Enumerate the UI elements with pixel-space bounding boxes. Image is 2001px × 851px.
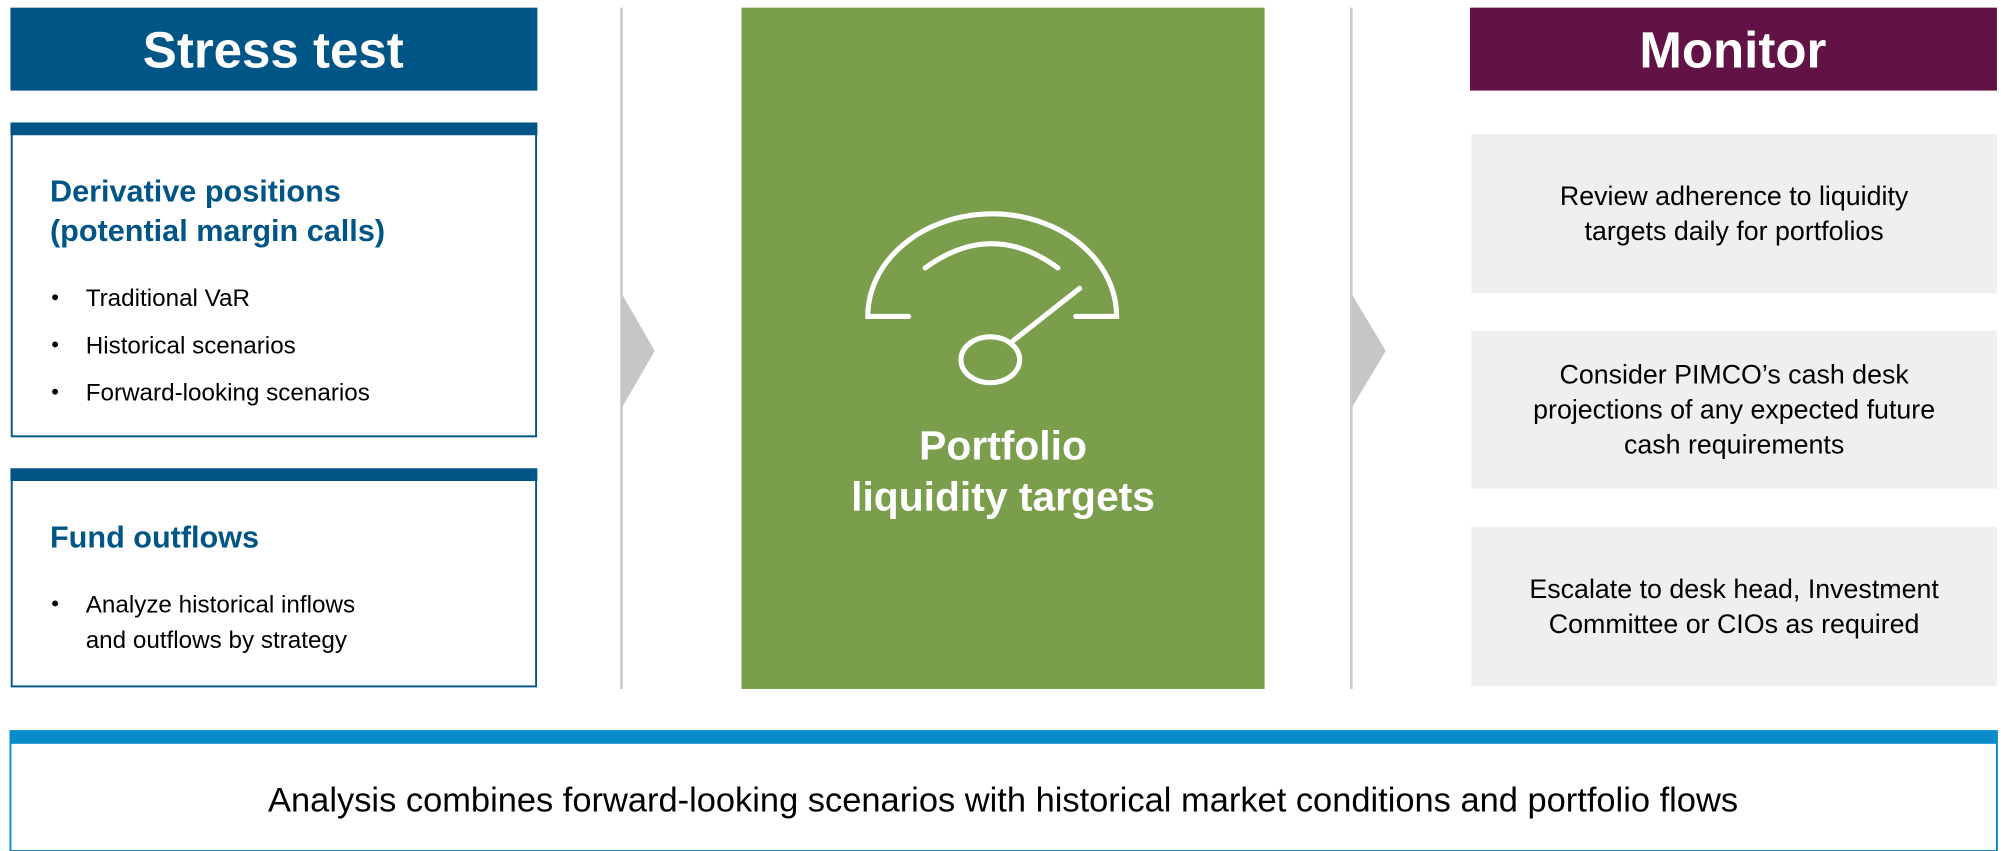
center-label: Portfolio <box>919 422 1087 468</box>
monitor-item-box <box>1471 526 1997 687</box>
bullet-text: Forward-looking scenarios <box>86 380 370 407</box>
monitor-header <box>1470 7 1997 91</box>
bullet-text: Traditional VaR <box>86 285 250 312</box>
monitor-title: Monitor <box>1639 22 1826 79</box>
section-title: Fund outflows <box>50 520 259 554</box>
gauge-icon <box>865 211 1120 386</box>
center-label: liquidity targets <box>851 473 1155 519</box>
monitor-item-text: targets daily for portfolios <box>1585 216 1884 246</box>
monitor-item-text: Escalate to desk head, Investment <box>1529 574 1939 604</box>
bullet-text: Historical scenarios <box>86 332 296 359</box>
stress-header <box>10 7 538 91</box>
stress-title: Stress test <box>143 22 404 79</box>
footer-text: Analysis combines forward-looking scenar… <box>268 781 1738 819</box>
monitor-item-text: Committee or CIOs as required <box>1549 609 1920 639</box>
section-bar <box>10 122 538 136</box>
bullet-dot <box>52 600 59 607</box>
center-box <box>741 7 1265 689</box>
arrow <box>621 293 655 409</box>
monitor-item-box <box>1471 133 1997 294</box>
footer-bar <box>10 731 1997 744</box>
monitor-item-text: Review adherence to liquidity <box>1560 181 1909 211</box>
monitor-item-text: cash requirements <box>1624 430 1844 460</box>
monitor-item-text: Consider PIMCO’s cash desk <box>1559 359 1909 389</box>
bullet-dot <box>52 294 59 301</box>
footer-box <box>9 730 1998 851</box>
section-bar <box>10 468 538 481</box>
section-title: (potential margin calls) <box>50 214 385 248</box>
section-box <box>10 473 538 688</box>
section-box <box>10 127 538 438</box>
bullet-text: and outflows by strategy <box>86 627 348 654</box>
monitor-item-text: projections of any expected future <box>1533 394 1935 424</box>
bullet-dot <box>52 388 59 395</box>
bullet-text: Analyze historical inflows <box>86 591 355 618</box>
bullet-dot <box>52 341 59 348</box>
arrow <box>1351 293 1386 409</box>
section-title: Derivative positions <box>50 175 341 209</box>
monitor-item-box <box>1471 330 1997 489</box>
